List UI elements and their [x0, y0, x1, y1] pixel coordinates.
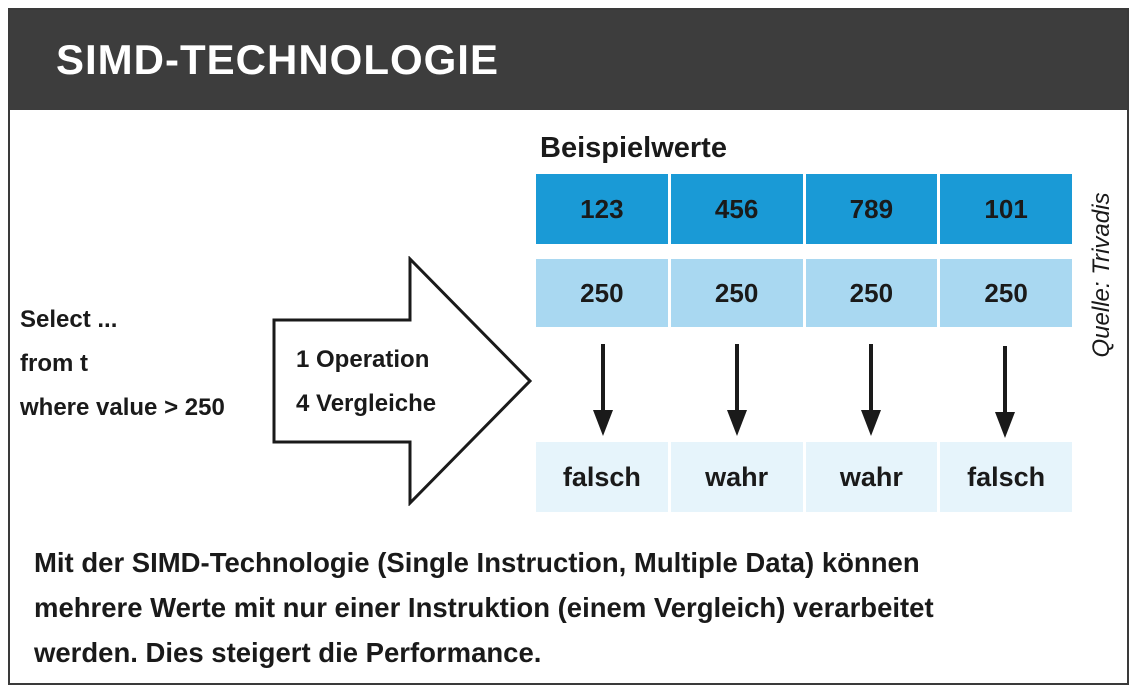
down-arrow-icon — [727, 344, 747, 436]
arrow-line: 4 Vergleiche — [296, 390, 437, 417]
query-line: Select ... — [20, 306, 118, 333]
caption-line: Mit der SIMD-Technologie (Single Instruc… — [34, 547, 920, 578]
threshold-cell: 250 — [805, 259, 938, 327]
sql-query: Select ... from t where value > 250 — [20, 298, 225, 430]
threshold-cell: 250 — [940, 259, 1072, 327]
down-arrow-icon — [995, 346, 1015, 438]
source-text: Quelle: Trivadis — [1088, 192, 1115, 358]
down-arrow-icon — [861, 344, 881, 436]
header-title: SIMD-TECHNOLOGIE — [56, 36, 499, 83]
source-credit: Quelle: Trivadis — [1082, 175, 1122, 375]
operation-arrow-label: 1 Operation 4 Vergleiche — [296, 338, 436, 426]
down-arrow-icon — [593, 344, 613, 436]
result-cell: falsch — [940, 442, 1072, 512]
query-line: where value > 250 — [20, 394, 225, 421]
thresholds-row: 250 250 250 250 — [536, 259, 1072, 327]
results-row: falsch wahr wahr falsch — [536, 442, 1072, 512]
values-row: 123 456 789 101 — [536, 174, 1072, 244]
result-cell: wahr — [805, 442, 938, 512]
result-cell: wahr — [670, 442, 803, 512]
caption-line: mehrere Werte mit nur einer Instruktion … — [34, 592, 934, 623]
header-bar: SIMD-TECHNOLOGIE — [10, 10, 1127, 110]
result-cell: falsch — [536, 442, 668, 512]
arrow-line: 1 Operation — [296, 346, 430, 373]
caption: Mit der SIMD-Technologie (Single Instruc… — [34, 540, 1114, 675]
figure-frame: SIMD-TECHNOLOGIE Select ... from t where… — [8, 8, 1129, 685]
threshold-cell: 250 — [536, 259, 668, 327]
threshold-cell: 250 — [670, 259, 803, 327]
caption-line: werden. Dies steigert die Performance. — [34, 637, 542, 668]
value-cell: 123 — [536, 174, 668, 244]
query-line: from t — [20, 350, 88, 377]
value-cell: 456 — [670, 174, 803, 244]
value-cell: 101 — [940, 174, 1072, 244]
value-cell: 789 — [805, 174, 938, 244]
section-label: Beispielwerte — [540, 132, 727, 164]
operation-arrow-shape — [272, 256, 533, 506]
